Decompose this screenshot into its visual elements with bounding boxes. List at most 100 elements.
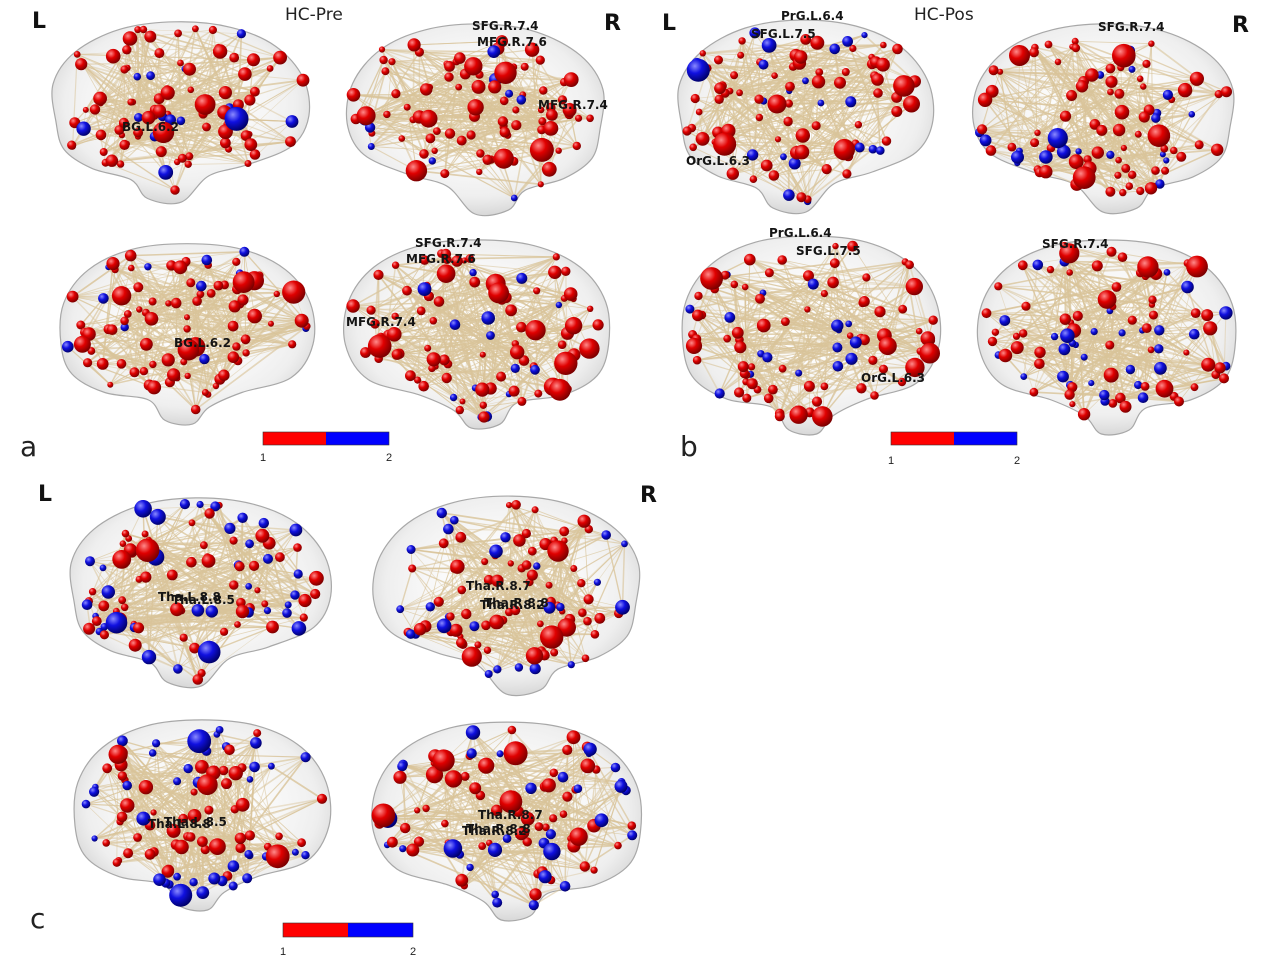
module-1-node xyxy=(83,622,96,635)
module-1-node xyxy=(784,99,794,108)
module-1-node xyxy=(428,364,436,373)
module-1-node xyxy=(511,120,522,131)
network-edge xyxy=(1076,148,1218,163)
module-1-node xyxy=(1105,75,1118,88)
module-1-node xyxy=(1183,349,1190,356)
network-edge xyxy=(108,251,245,268)
module-1-node xyxy=(1030,138,1040,148)
module-1-node xyxy=(120,316,129,326)
module-1-node xyxy=(714,94,724,105)
module-2-node xyxy=(758,59,769,70)
module-1-node xyxy=(510,345,525,360)
module-2-node xyxy=(780,153,787,161)
network-nodes xyxy=(682,27,921,206)
network-edge xyxy=(773,168,827,177)
module-1-node xyxy=(481,558,489,566)
module-1-node xyxy=(833,138,855,161)
module-2-node xyxy=(1047,128,1068,149)
module-1-node xyxy=(892,43,903,55)
module-1-node xyxy=(106,324,118,336)
module-2-node xyxy=(1060,328,1075,344)
module-1-node xyxy=(903,95,920,113)
module-1-node xyxy=(1194,140,1204,150)
module-1-node xyxy=(1177,82,1193,98)
module-1-node xyxy=(737,51,745,59)
module-1-node xyxy=(815,68,824,77)
module-1-node xyxy=(1149,310,1158,320)
module-2-node xyxy=(237,512,248,523)
module-1-node xyxy=(177,153,187,163)
module-1-node xyxy=(196,290,205,299)
network-edge xyxy=(1081,85,1168,96)
module-1-node xyxy=(820,290,829,298)
node-label: MFG.R.7.6 xyxy=(477,35,547,49)
module-1-node xyxy=(1140,83,1147,90)
module-1-node xyxy=(419,109,438,128)
network-edge xyxy=(446,273,571,295)
module-1-node xyxy=(459,398,466,405)
module-1-node xyxy=(1105,340,1115,350)
network-edge xyxy=(787,48,836,122)
module-1-node xyxy=(140,571,152,583)
network-edge xyxy=(100,33,179,104)
network-edge xyxy=(94,103,206,111)
module-1-node xyxy=(1105,63,1116,74)
module-1-node xyxy=(512,106,520,114)
module-1-node xyxy=(123,310,132,318)
module-1-node xyxy=(1174,396,1184,407)
module-1-node xyxy=(549,378,571,401)
side-right-label: R xyxy=(1232,13,1249,38)
module-1-node xyxy=(736,89,743,97)
module-2-node xyxy=(396,605,405,614)
module-1-node xyxy=(73,51,81,58)
module-1-node xyxy=(1138,111,1150,123)
module-1-node xyxy=(714,82,726,95)
module-2-node xyxy=(979,134,992,147)
module-2-node xyxy=(224,106,249,131)
module-1-node xyxy=(520,62,529,71)
module-1-node xyxy=(789,405,808,424)
module-1-node xyxy=(444,128,456,139)
module-1-node xyxy=(1066,90,1078,101)
network-edge xyxy=(487,317,492,389)
module-1-node xyxy=(444,72,454,82)
module-1-node xyxy=(288,340,297,349)
module-1-node xyxy=(461,646,482,667)
module-1-node xyxy=(777,255,787,265)
module-1-node xyxy=(1148,295,1157,304)
module-2-node xyxy=(724,312,736,323)
module-1-node xyxy=(160,85,175,100)
module-1-node xyxy=(1114,171,1122,179)
module-1-node xyxy=(183,325,191,333)
network-nodes xyxy=(346,248,604,423)
network-edge xyxy=(352,253,447,307)
module-2-node xyxy=(762,352,773,363)
network-edge xyxy=(121,295,272,325)
network-edge xyxy=(394,315,488,418)
network-edge xyxy=(416,149,542,172)
module-2-node xyxy=(149,508,166,525)
module-1-node xyxy=(451,255,463,267)
network-edge xyxy=(138,286,234,327)
module-1-node xyxy=(403,103,411,111)
network-edge xyxy=(863,34,916,82)
module-2-node xyxy=(876,146,885,155)
module-2-node xyxy=(98,293,109,304)
module-1-node xyxy=(854,121,863,129)
module-1-node xyxy=(1009,45,1030,66)
module-1-node xyxy=(152,121,175,144)
network-edge xyxy=(388,304,560,336)
module-2-node xyxy=(829,43,840,55)
module-1-node xyxy=(405,160,428,182)
network-edge xyxy=(418,51,431,88)
network-edge xyxy=(177,292,296,379)
module-1-node xyxy=(154,48,165,59)
module-1-node xyxy=(250,86,260,97)
module-1-node xyxy=(557,340,567,350)
network-edge xyxy=(72,254,132,298)
module-1-node xyxy=(763,393,774,404)
module-1-node xyxy=(1072,310,1083,322)
module-1-node xyxy=(469,276,481,288)
